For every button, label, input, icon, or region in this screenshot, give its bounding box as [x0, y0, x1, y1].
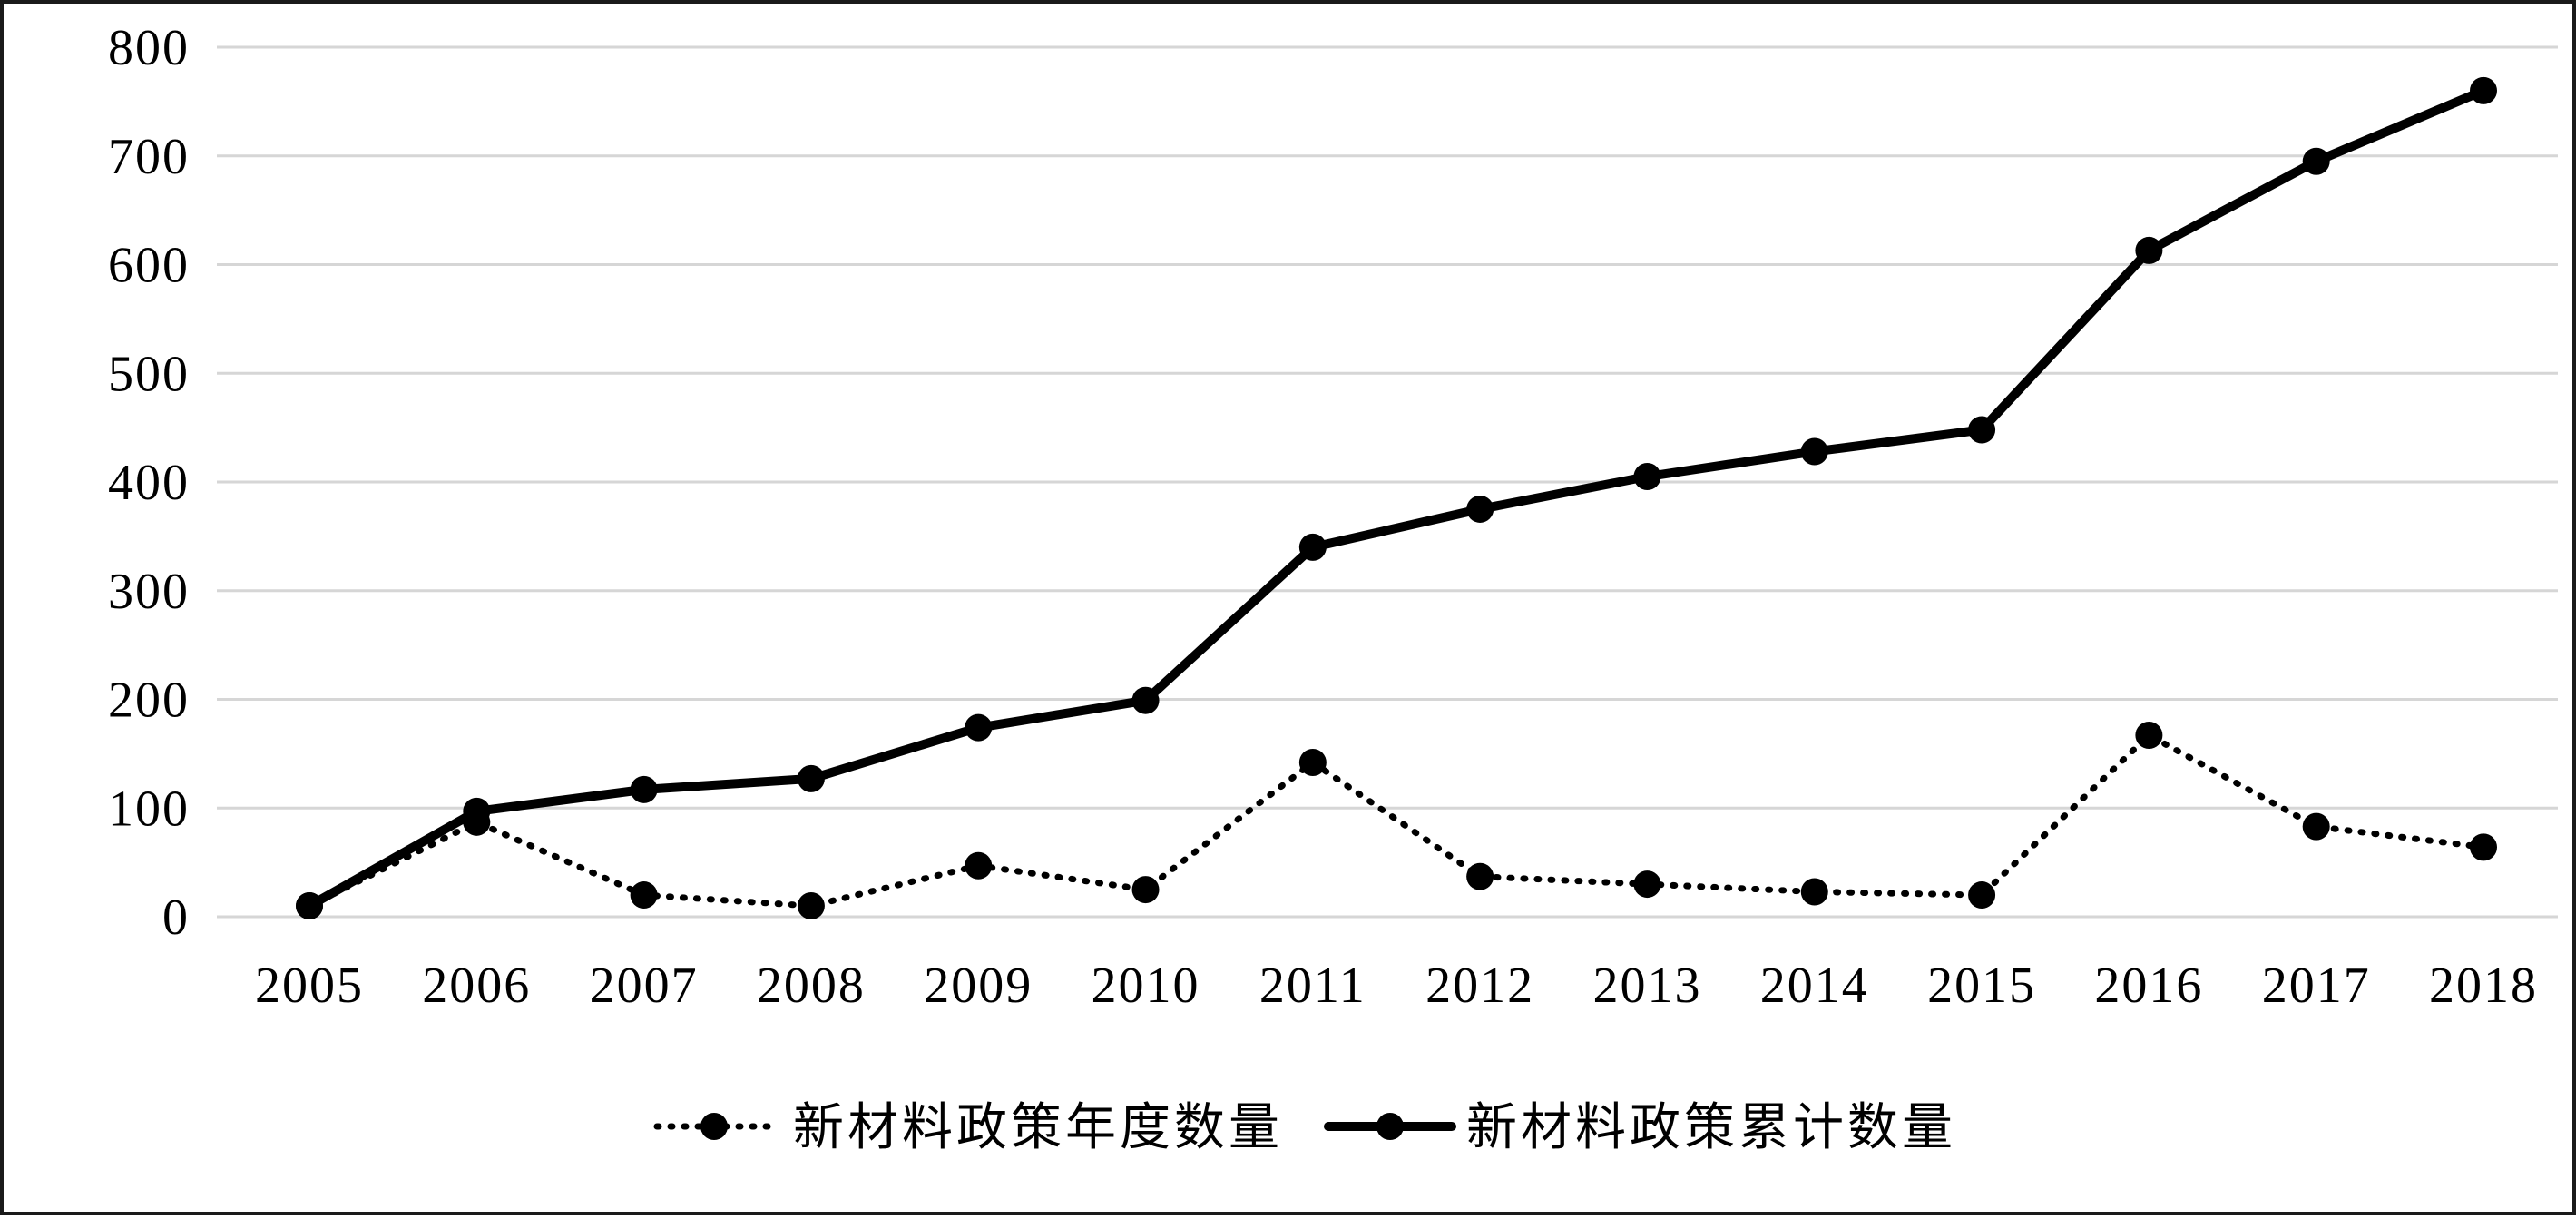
data-point: [1800, 878, 1828, 906]
series-2: [296, 76, 2497, 920]
data-point: [1466, 495, 1494, 523]
data-point: [630, 881, 658, 909]
data-point: [1131, 686, 1160, 714]
x-tick-label: 2005: [255, 958, 364, 1014]
series: [296, 76, 2497, 920]
data-point: [1968, 881, 1996, 909]
data-point: [1131, 876, 1160, 904]
data-point: [2302, 812, 2330, 841]
data-point: [1968, 416, 1996, 444]
x-tick-label: 2012: [1425, 958, 1534, 1014]
data-point: [296, 892, 323, 920]
series-line: [306, 732, 2487, 909]
data-point: [1800, 437, 1828, 466]
x-tick-label: 2008: [757, 958, 866, 1014]
data-point: [797, 892, 825, 920]
y-tick-label: 300: [108, 564, 190, 620]
legend-marker: [1376, 1113, 1404, 1140]
data-point: [630, 775, 658, 803]
data-point: [797, 764, 825, 792]
data-point: [1633, 463, 1661, 491]
y-tick-label: 800: [108, 20, 190, 76]
data-point: [2470, 833, 2497, 861]
y-tick-label: 0: [162, 890, 190, 946]
x-tick-label: 2011: [1259, 958, 1366, 1014]
x-tick-label: 2007: [590, 958, 699, 1014]
data-point: [2470, 76, 2497, 104]
y-tick-label: 700: [108, 129, 190, 185]
x-tick-label: 2006: [422, 958, 531, 1014]
series-line: [305, 85, 2488, 911]
gridlines: [217, 45, 2558, 919]
x-tick-label: 2013: [1592, 958, 1701, 1014]
x-axis: 2005 2006 2007 2008 2009 2010 2011 2012 2013 2014…: [255, 958, 2538, 1014]
legend-item: 新材料政策累计数量: [1324, 1098, 1956, 1157]
y-tick-label: 100: [108, 781, 190, 837]
x-tick-label: 2016: [2094, 958, 2203, 1014]
y-axis: 0 100 200 300 400 500 600 700 800: [108, 20, 190, 946]
y-tick-label: 500: [108, 346, 190, 402]
x-tick-label: 2017: [2262, 958, 2371, 1014]
data-point: [1298, 748, 1327, 776]
legend-label: 新材料政策累计数量: [1466, 1098, 1956, 1157]
data-point: [2302, 147, 2330, 175]
data-point: [965, 713, 993, 742]
data-point: [463, 797, 491, 825]
x-tick-label: 2010: [1092, 958, 1200, 1014]
y-tick-label: 200: [108, 673, 190, 729]
x-tick-label: 2015: [1927, 958, 2036, 1014]
legend-label: 新材料政策年度数量: [793, 1098, 1283, 1157]
data-point: [965, 851, 993, 880]
data-point: [2135, 722, 2163, 750]
x-tick-label: 2018: [2429, 958, 2538, 1014]
data-point: [2135, 236, 2163, 264]
legend: 新材料政策年度数量 新材料政策累计数量: [653, 1098, 1956, 1157]
data-point: [1633, 870, 1661, 899]
legend-item: 新材料政策年度数量: [653, 1098, 1283, 1157]
x-tick-label: 2014: [1760, 958, 1869, 1014]
x-tick-label: 2009: [924, 958, 1033, 1014]
data-point: [1298, 533, 1327, 561]
series-1: [296, 722, 2497, 920]
y-tick-label: 400: [108, 455, 190, 511]
y-tick-label: 600: [108, 238, 190, 294]
legend-marker: [700, 1113, 728, 1140]
data-point: [1466, 862, 1494, 890]
